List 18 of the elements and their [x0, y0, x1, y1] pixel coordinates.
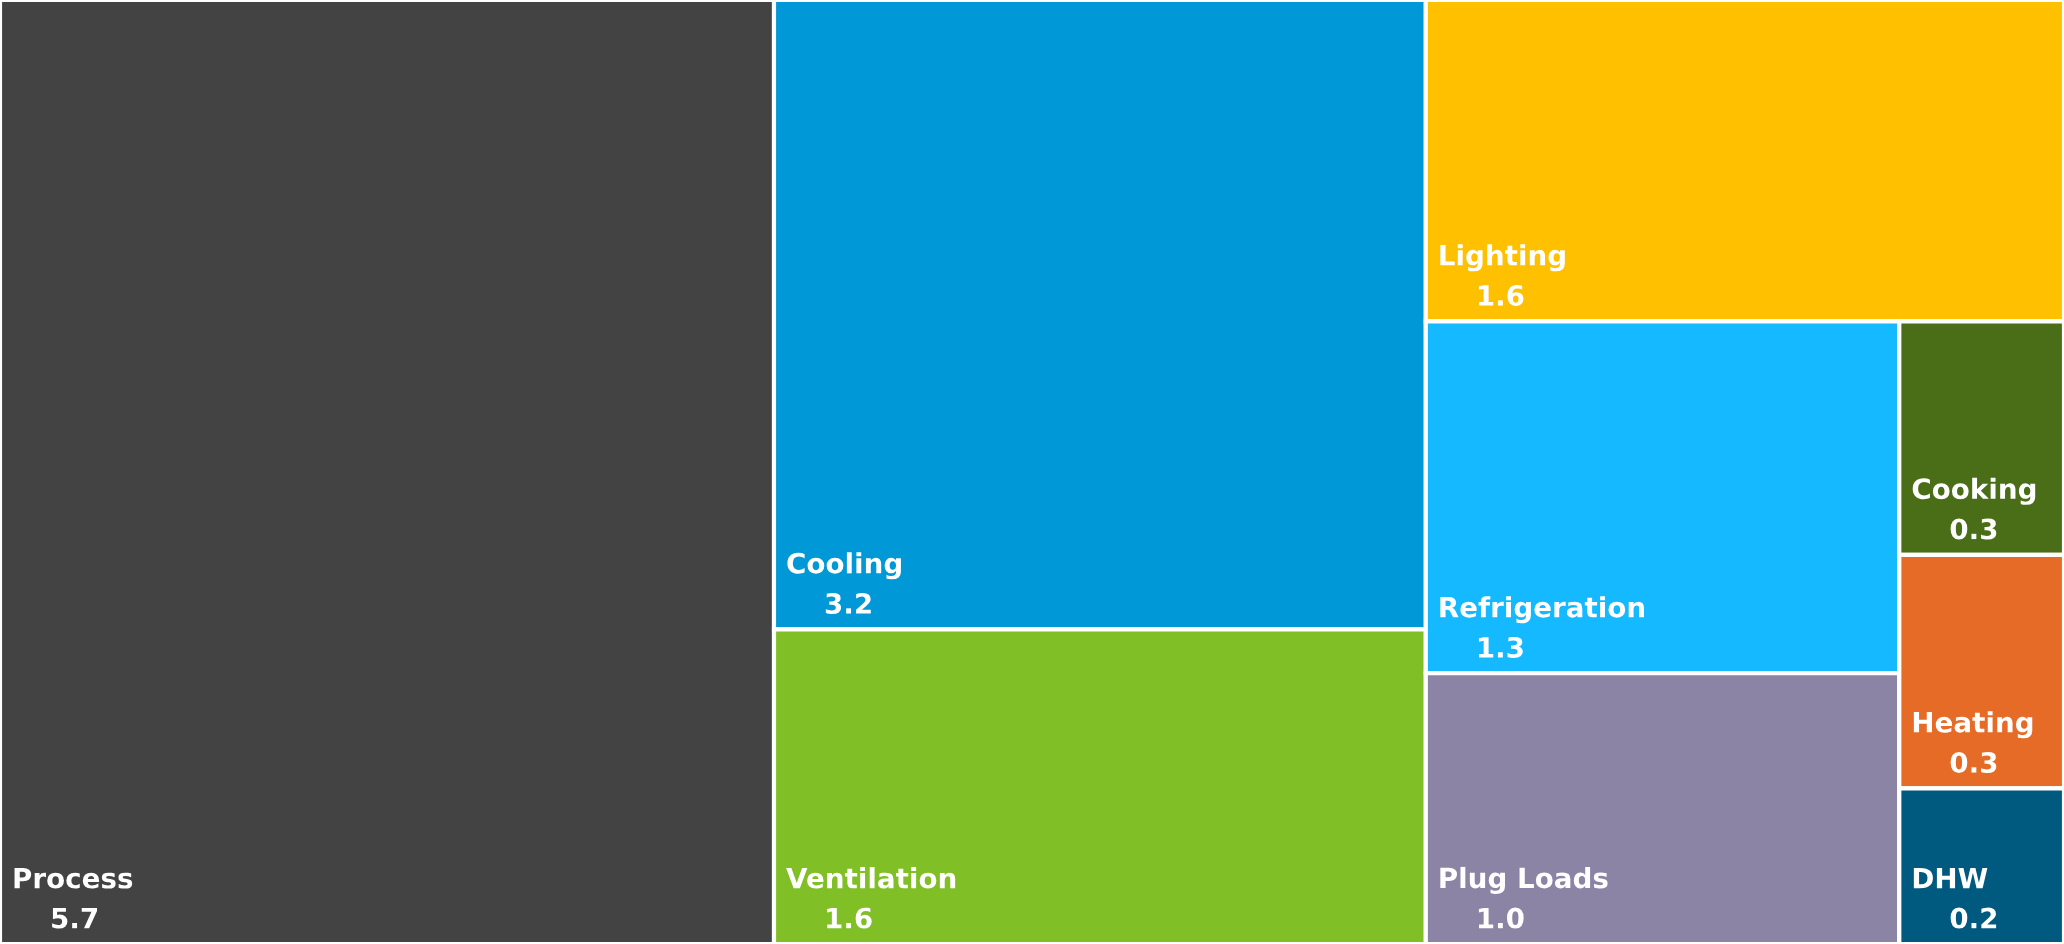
data-label: 3.2 [825, 592, 871, 614]
category-label: Heating [1913, 711, 2033, 739]
data-label: 1.0 [1478, 907, 1524, 929]
category-label: Process [14, 867, 133, 889]
category-label: Cooling [787, 552, 901, 580]
category-label: Refrigeration [1440, 596, 1644, 624]
category-label: DHW [1913, 867, 1988, 889]
data-label: 5.7 [52, 907, 97, 929]
data-label: 1.6 [827, 907, 872, 929]
category-label: Cooking [1912, 477, 2036, 505]
data-label: 0.2 [1950, 907, 1997, 929]
category-label: Lighting [1440, 244, 1565, 272]
data-label: 0.3 [1950, 518, 1997, 540]
data-label: 1.6 [1478, 284, 1524, 306]
data-label: 1.3 [1478, 636, 1523, 658]
category-label: Plug Loads [1440, 866, 1608, 894]
data-label: 0.3 [1950, 751, 1997, 773]
category-label: Ventilation [786, 867, 956, 889]
